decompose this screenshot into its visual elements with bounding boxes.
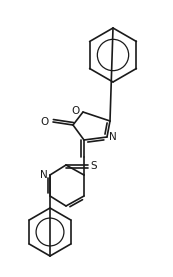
Text: O: O [72,106,80,116]
Text: S: S [90,161,97,171]
Text: N: N [40,170,48,180]
Text: O: O [41,117,49,127]
Text: N: N [109,132,117,142]
